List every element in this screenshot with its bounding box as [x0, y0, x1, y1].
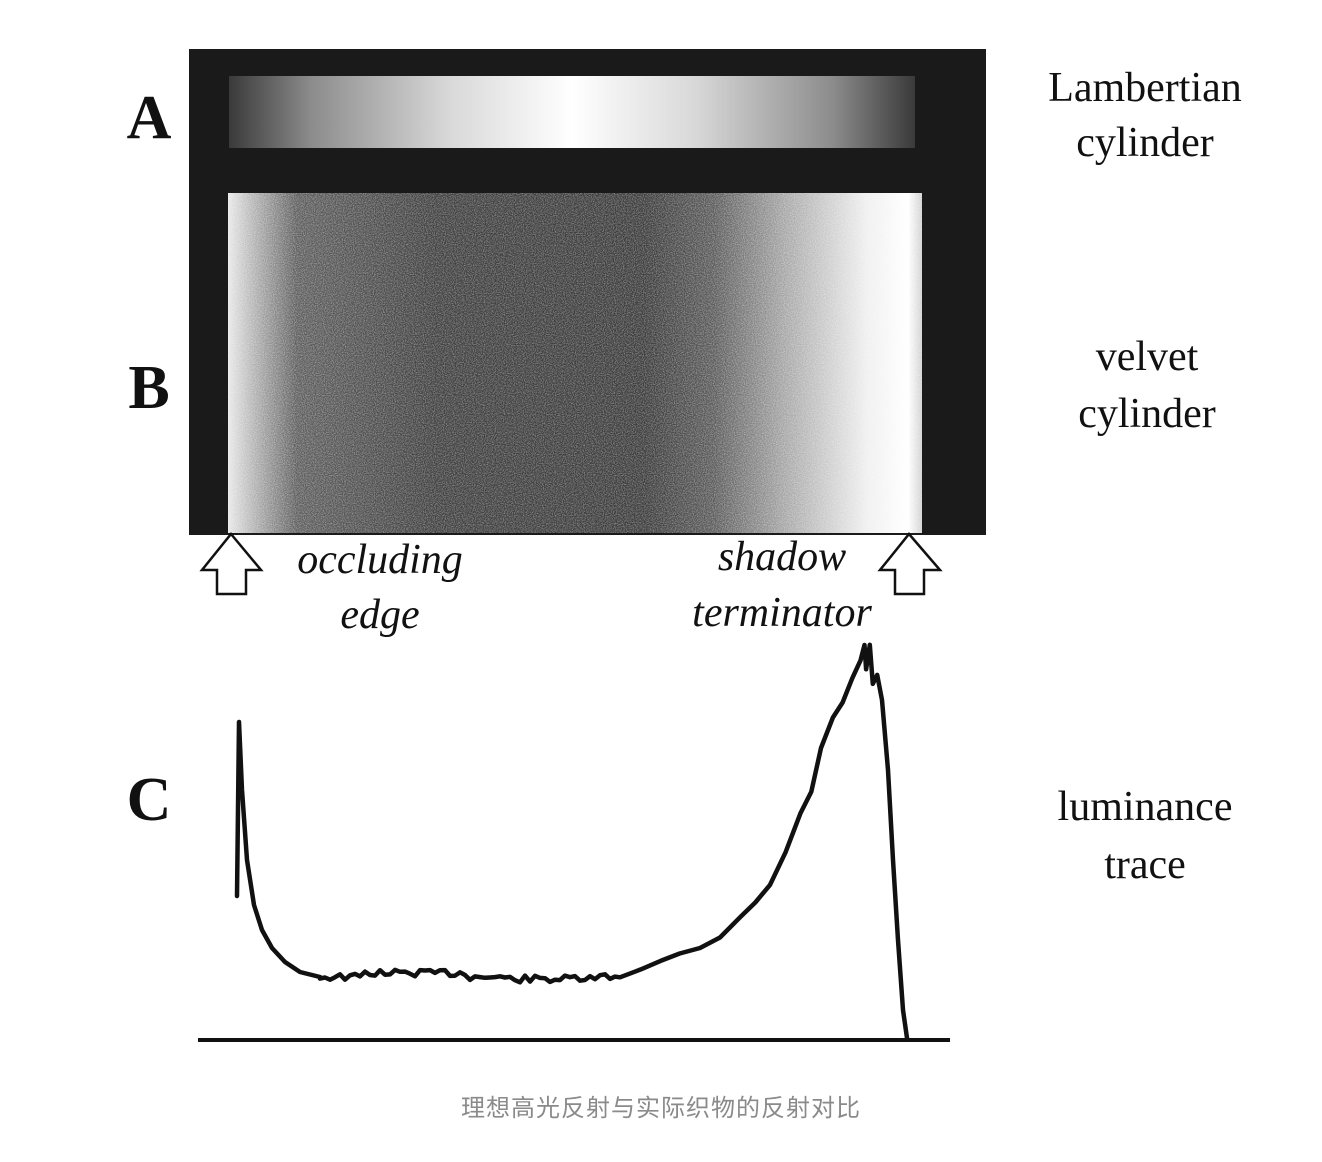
panel-letter-a: A	[127, 84, 172, 152]
label-lambertian-line2: cylinder	[1076, 120, 1214, 166]
label-lambertian-line1: Lambertian	[1048, 65, 1242, 111]
label-velvet-line1: velvet	[1096, 334, 1199, 380]
luminance-trace-curve	[234, 642, 910, 1041]
label-velvet-line2: cylinder	[1078, 391, 1216, 437]
up-arrow-icon	[199, 532, 264, 596]
annotation-shadow: shadow	[718, 534, 846, 580]
annotation-terminator: terminator	[692, 590, 872, 636]
velvet-cylinder-image	[228, 193, 922, 533]
panel-letter-b: B	[128, 354, 169, 422]
label-luminance-line1: luminance	[1058, 784, 1233, 830]
figure-caption: 理想高光反射与实际织物的反射对比	[461, 1094, 861, 1122]
annotation-occluding: occluding	[297, 537, 463, 583]
annotation-edge: edge	[340, 592, 419, 638]
up-arrow-icon	[877, 532, 943, 596]
lambertian-cylinder-image	[229, 76, 915, 148]
figure-image-block	[189, 49, 986, 535]
label-luminance-line2: trace	[1104, 842, 1186, 888]
panel-letter-c: C	[127, 766, 172, 834]
